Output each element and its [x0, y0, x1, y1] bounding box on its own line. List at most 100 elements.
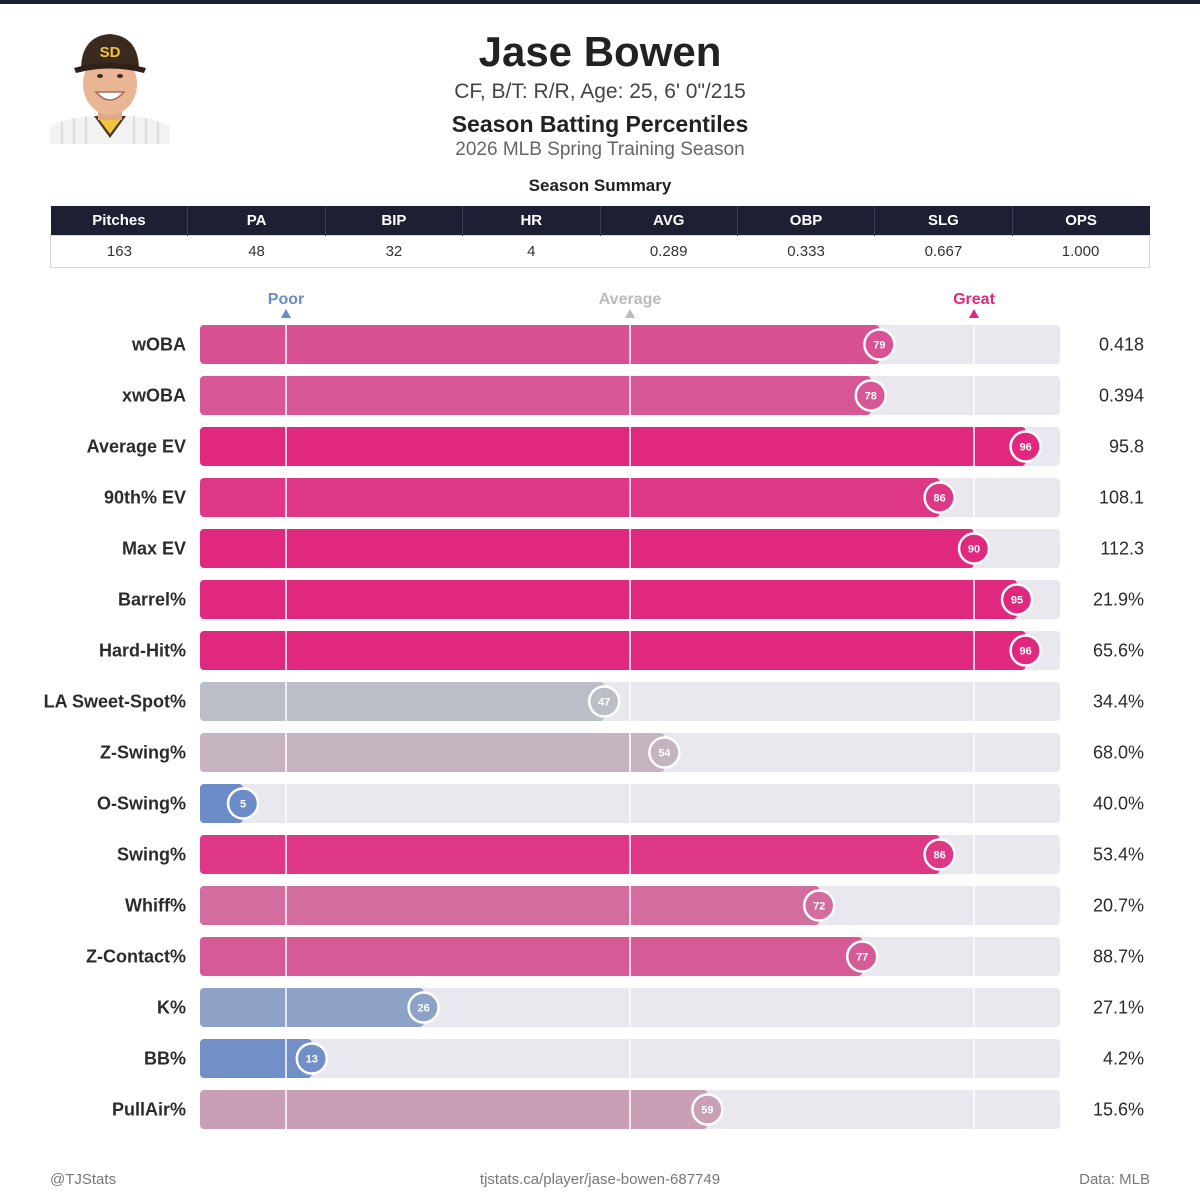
- summary-value-row: 163 48 32 4 0.289 0.333 0.667 1.000: [50, 235, 1150, 268]
- player-bio: CF, B/T: R/R, Age: 25, 6' 0"/215: [454, 80, 746, 103]
- percentile-circle-z-contact: [845, 940, 879, 973]
- top-accent-bar: [0, 0, 1200, 4]
- percentile-label-swing: 86: [933, 850, 945, 862]
- summary-val-pa: 48: [187, 235, 326, 268]
- percentile-label-z-contact: 77: [856, 952, 868, 964]
- summary-col-hr: HR: [462, 206, 600, 235]
- row-label-barrel: Barrel%: [118, 590, 186, 610]
- percentile-label-hard-hit: 96: [1019, 646, 1031, 658]
- summary-col-pitches: Pitches: [50, 206, 188, 235]
- bar-max-ev: [200, 529, 974, 568]
- stat-value-hard-hit: 65.6%: [1093, 641, 1144, 661]
- marker-triangle-great: [969, 309, 979, 318]
- marker-label-great: Great: [953, 291, 995, 308]
- row-label-o-swing: O-Swing%: [97, 794, 186, 814]
- marker-triangle-average: [625, 309, 635, 318]
- bar-average-ev: [200, 427, 1026, 466]
- bar-pullair: [200, 1090, 708, 1129]
- summary-title: Season Summary: [528, 176, 672, 195]
- stat-value-o-swing: 40.0%: [1093, 794, 1144, 814]
- summary-header-row: Pitches PA BIP HR AVG OBP SLG OPS: [50, 206, 1150, 235]
- percentile-label-k: 26: [417, 1003, 429, 1015]
- stat-value-pullair: 15.6%: [1093, 1100, 1144, 1120]
- percentile-label-bb: 13: [306, 1054, 318, 1066]
- percentile-circle-max-ev: [957, 532, 991, 565]
- svg-text:SD: SD: [100, 44, 121, 61]
- summary-val-obp: 0.333: [737, 235, 875, 268]
- summary-col-pa: PA: [187, 206, 326, 235]
- percentile-circle-hard-hit: [1009, 634, 1042, 667]
- player-name: Jase Bowen: [478, 28, 722, 75]
- stat-value-whiff: 20.7%: [1093, 896, 1144, 916]
- season-label: 2026 MLB Spring Training Season: [455, 139, 745, 160]
- footer-source: Data: MLB: [1079, 1171, 1150, 1188]
- percentile-label-pullair: 59: [701, 1105, 713, 1117]
- percentile-circle-90th-ev: [923, 481, 956, 514]
- row-label-whiff: Whiff%: [125, 896, 186, 916]
- row-label-bb: BB%: [144, 1049, 186, 1069]
- stat-value-max-ev: 112.3: [1100, 539, 1144, 559]
- row-label-z-swing: Z-Swing%: [100, 743, 186, 763]
- stat-value-swing: 53.4%: [1093, 845, 1144, 865]
- row-label-hard-hit: Hard-Hit%: [99, 641, 186, 661]
- bar-whiff: [200, 886, 820, 925]
- summary-col-obp: OBP: [736, 206, 875, 235]
- percentile-circle-swing: [923, 838, 956, 871]
- row-label-woba: wOBA: [131, 335, 186, 355]
- summary-col-slg: SLG: [874, 206, 1013, 235]
- row-label-la-sweet-spot: LA Sweet-Spot%: [44, 692, 186, 712]
- bar-bb: [200, 1039, 312, 1078]
- percentile-label-average-ev: 96: [1019, 442, 1031, 454]
- row-label-average-ev: Average EV: [87, 437, 186, 457]
- percentile-label-o-swing: 5: [240, 799, 246, 811]
- percentile-circle-barrel: [1000, 583, 1034, 616]
- row-label-max-ev: Max EV: [122, 539, 186, 559]
- row-label-swing: Swing%: [117, 845, 186, 865]
- summary-val-avg: 0.289: [600, 235, 738, 268]
- percentile-label-max-ev: 90: [968, 544, 980, 556]
- row-label-k: K%: [157, 998, 186, 1018]
- footer-url[interactable]: tjstats.ca/player/jase-bowen-687749: [479, 1171, 721, 1188]
- percentile-circle-xwoba: [854, 379, 888, 412]
- bar-woba: [200, 325, 880, 364]
- stat-value-z-swing: 68.0%: [1093, 743, 1144, 763]
- summary-val-slg: 0.667: [874, 235, 1013, 268]
- bar-swing: [200, 835, 940, 874]
- stat-value-woba: 0.418: [1099, 335, 1144, 355]
- bar-k: [200, 988, 424, 1027]
- stat-value-bb: 4.2%: [1103, 1049, 1144, 1069]
- percentile-label-barrel: 95: [1011, 595, 1023, 607]
- report-heading: Season Batting Percentiles: [451, 111, 749, 137]
- stat-value-90th-ev: 108.1: [1099, 488, 1144, 508]
- percentile-circle-o-swing: [226, 787, 260, 820]
- season-summary-table: Pitches PA BIP HR AVG OBP SLG OPS 163 48…: [50, 206, 1150, 268]
- player-headshot: SD: [50, 24, 170, 144]
- row-label-xwoba: xwOBA: [122, 386, 186, 406]
- marker-triangle-poor: [281, 309, 291, 318]
- bar-la-sweet-spot: [200, 682, 605, 721]
- percentile-label-xwoba: 78: [865, 391, 877, 403]
- footer-handle: @TJStats: [50, 1171, 117, 1188]
- stat-value-z-contact: 88.7%: [1093, 947, 1144, 967]
- summary-col-bip: BIP: [324, 206, 463, 235]
- percentile-circle-z-swing: [648, 736, 681, 769]
- summary-val-ops: 1.000: [1012, 235, 1150, 268]
- row-label-pullair: PullAir%: [112, 1100, 186, 1120]
- summary-col-ops: OPS: [1011, 206, 1150, 235]
- summary-val-pitches: 163: [50, 235, 188, 268]
- percentile-chart: Poor Average Great wOBA 79 0.418 xwOBA 78 0.394 A…: [44, 291, 1144, 1129]
- marker-label-average: Average: [599, 291, 662, 308]
- stat-value-barrel: 21.9%: [1093, 590, 1144, 610]
- percentile-circle-average-ev: [1009, 430, 1042, 463]
- percentile-circle-k: [407, 991, 440, 1024]
- stat-value-average-ev: 95.8: [1109, 437, 1144, 457]
- summary-val-bip: 32: [325, 235, 463, 268]
- row-label-z-contact: Z-Contact%: [86, 947, 186, 967]
- percentile-circle-la-sweet-spot: [587, 685, 621, 718]
- percentile-label-la-sweet-spot: 47: [598, 697, 610, 709]
- bar-z-swing: [200, 733, 665, 772]
- summary-val-hr: 4: [462, 235, 600, 268]
- percentile-circle-pullair: [691, 1093, 724, 1126]
- percentile-label-z-swing: 54: [658, 748, 671, 760]
- stat-value-xwoba: 0.394: [1099, 386, 1144, 406]
